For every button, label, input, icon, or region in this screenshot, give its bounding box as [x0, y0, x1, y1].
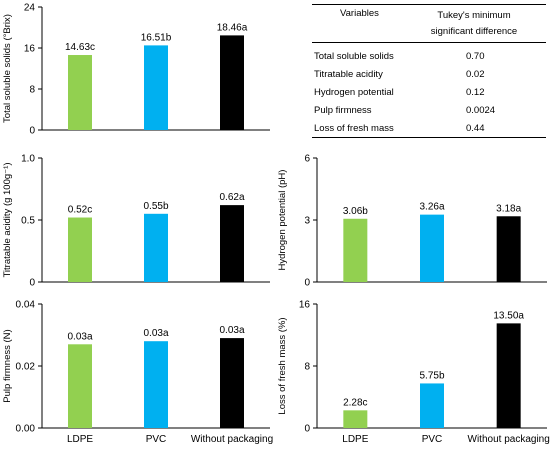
data-label: 0.55b	[143, 201, 168, 212]
bar-1	[343, 410, 368, 428]
bar-2	[420, 383, 444, 428]
y-tick-label: 0	[304, 424, 310, 435]
y-tick-label: 0	[304, 278, 310, 289]
data-label: 14.63c	[65, 42, 95, 53]
y-tick-label: 0.5	[21, 216, 35, 227]
data-label: 16.51b	[141, 32, 172, 43]
table-header-variables: Variables	[340, 8, 379, 19]
table-cell-value: 0.0024	[466, 104, 496, 116]
x-tick-label: Without packaging	[191, 434, 273, 445]
table-cell-variable: Hydrogen potential	[314, 86, 394, 98]
table-row: Total soluble solids 0.70	[312, 47, 546, 65]
table-body: Total soluble solids 0.70 Titratable aci…	[312, 43, 546, 138]
y-axis-label: Titratable acidity (g 100g⁻¹)	[2, 162, 13, 277]
chart-panel-4: 0.00 0.02 0.04 Pulp firmness (N) 0.03a LDPE 0.…	[2, 300, 273, 446]
chart-panel-3: 0 3 6 Hydrogen potential (pH) 3.06b 3.26a 3.18…	[277, 154, 547, 289]
data-label: 0.03a	[67, 331, 92, 342]
x-tick-label: LDPE	[342, 434, 368, 445]
y-tick-label: 16	[299, 300, 311, 311]
y-tick-label: 0.04	[16, 300, 36, 311]
y-tick-label: 0.02	[16, 362, 36, 373]
table-header-tukey: Tukey's minimum significant difference	[402, 8, 546, 40]
x-tick-label: PVC	[146, 434, 167, 445]
chart-panel-1: 0 8 16 24 Total soluble solids (°Brix) 14.63c…	[2, 3, 270, 137]
table-cell-variable: Titratable acidity	[314, 68, 383, 80]
bar-3	[496, 216, 521, 282]
table-header-tukey-line2: significant difference	[430, 26, 518, 37]
y-axis-label: Loss of fresh mass (%)	[277, 317, 288, 414]
table-cell-variable: Pulp firmness	[314, 104, 372, 116]
table-header: Variables Tukey's minimum significant di…	[312, 4, 546, 43]
y-tick-label: 0.00	[16, 424, 36, 435]
bar-3	[220, 338, 244, 428]
tukey-table: Variables Tukey's minimum significant di…	[312, 4, 546, 138]
y-tick-label: 0	[29, 126, 35, 137]
x-tick-label: PVC	[422, 434, 443, 445]
bar-1	[68, 344, 92, 428]
data-label: 3.06b	[343, 206, 368, 217]
data-label: 5.75b	[419, 370, 444, 381]
y-tick-label: 8	[29, 85, 35, 96]
bar-1	[343, 218, 368, 282]
table-row: Titratable acidity 0.02	[312, 65, 546, 83]
y-tick-label: 6	[304, 154, 310, 165]
data-label: 3.26a	[419, 202, 444, 213]
data-label: 0.03a	[143, 328, 168, 339]
chart-panel-2: 0 0.5 1.0 Titratable acidity (g 100g⁻¹) 0.52…	[2, 154, 270, 289]
y-tick-label: 16	[24, 44, 36, 55]
table-header-tukey-line1: Tukey's minimum	[437, 10, 511, 21]
y-tick-label: 24	[24, 3, 36, 14]
table-cell-value: 0.12	[466, 86, 485, 98]
x-tick-label: Without packaging	[468, 434, 550, 445]
table-row: Loss of fresh mass 0.44	[312, 119, 546, 137]
data-label: 0.62a	[219, 192, 244, 203]
bar-2	[144, 45, 168, 131]
bar-1	[68, 55, 92, 130]
table-cell-value: 0.44	[466, 122, 485, 134]
data-label: 0.03a	[219, 325, 244, 336]
bar-2	[144, 341, 168, 428]
bar-2	[420, 214, 444, 282]
y-tick-label: 1.0	[21, 154, 35, 165]
bar-3	[496, 323, 521, 428]
bar-2	[144, 213, 168, 282]
table-row: Pulp firmness 0.0024	[312, 101, 546, 119]
y-axis-label: Hydrogen potential (pH)	[277, 170, 288, 271]
data-label: 2.28c	[343, 397, 367, 408]
y-tick-label: 8	[304, 362, 310, 373]
data-label: 13.50a	[493, 310, 524, 321]
chart-panel-5: 0 8 16 Loss of fresh mass (%) 2.28c LDPE 5.75b…	[277, 300, 550, 446]
table-row: Hydrogen potential 0.12	[312, 83, 546, 101]
bar-3	[220, 205, 244, 282]
table-cell-variable: Total soluble solids	[314, 50, 394, 62]
bar-3	[220, 35, 244, 130]
table-cell-value: 0.02	[466, 68, 485, 80]
data-label: 18.46a	[217, 22, 248, 33]
y-tick-label: 0	[29, 278, 35, 289]
y-axis-label: Total soluble solids (°Brix)	[2, 14, 13, 123]
data-label: 3.18a	[496, 203, 521, 214]
table-cell-value: 0.70	[466, 50, 485, 62]
x-tick-label: LDPE	[67, 434, 93, 445]
bar-1	[68, 217, 92, 282]
y-axis-label: Pulp firmness (N)	[2, 329, 13, 402]
y-tick-label: 3	[304, 216, 310, 227]
data-label: 0.52c	[68, 205, 92, 216]
table-cell-variable: Loss of fresh mass	[314, 122, 394, 134]
